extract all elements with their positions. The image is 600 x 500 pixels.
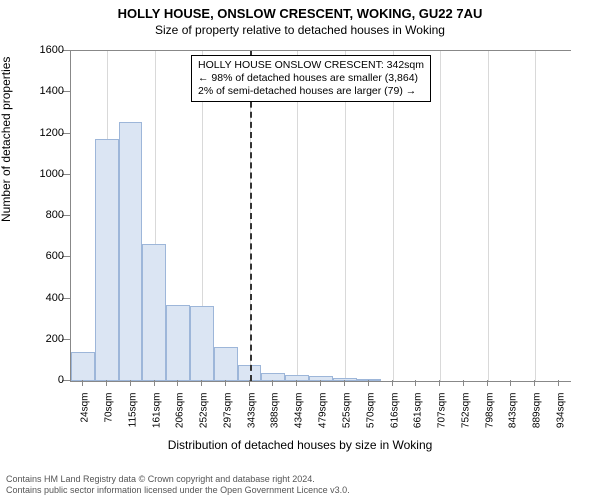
x-tick-label: 70sqm — [104, 393, 115, 443]
x-tick-label: 707sqm — [437, 393, 448, 443]
x-tick — [439, 380, 440, 386]
histogram-bar — [214, 347, 238, 381]
x-tick-label: 343sqm — [246, 393, 257, 443]
annotation-line: 2% of semi-detached houses are larger (7… — [198, 85, 424, 98]
x-tick-label: 661sqm — [413, 393, 424, 443]
y-tick-label: 1000 — [24, 168, 64, 180]
histogram-bar — [119, 122, 143, 381]
chart-container: HOLLY HOUSE, ONSLOW CRESCENT, WOKING, GU… — [0, 0, 600, 500]
x-tick-label: 434sqm — [294, 393, 305, 443]
x-tick-label: 616sqm — [389, 393, 400, 443]
y-tick-label: 1600 — [24, 44, 64, 56]
x-tick — [534, 380, 535, 386]
x-tick-label: 297sqm — [222, 393, 233, 443]
y-tick-label: 200 — [24, 333, 64, 345]
y-axis-label: Number of detached properties — [0, 57, 13, 222]
x-tick — [249, 380, 250, 386]
x-tick — [392, 380, 393, 386]
chart-title: HOLLY HOUSE, ONSLOW CRESCENT, WOKING, GU… — [0, 0, 600, 21]
x-tick — [463, 380, 464, 386]
y-tick-label: 1200 — [24, 127, 64, 139]
x-tick-label: 798sqm — [484, 393, 495, 443]
x-tick-label: 115sqm — [127, 393, 138, 443]
x-tick — [510, 380, 511, 386]
annotation-line: ← 98% of detached houses are smaller (3,… — [198, 72, 424, 85]
annotation-line: HOLLY HOUSE ONSLOW CRESCENT: 342sqm — [198, 59, 424, 72]
x-tick — [154, 380, 155, 386]
grid-line-vertical — [535, 51, 536, 381]
y-tick-label: 800 — [24, 209, 64, 221]
grid-line-vertical — [488, 51, 489, 381]
x-tick — [82, 380, 83, 386]
footer-line-1: Contains HM Land Registry data © Crown c… — [6, 474, 350, 485]
x-tick-label: 934sqm — [555, 393, 566, 443]
x-tick — [415, 380, 416, 386]
footer-attribution: Contains HM Land Registry data © Crown c… — [6, 474, 350, 496]
histogram-bar — [95, 139, 119, 381]
x-tick — [344, 380, 345, 386]
y-tick-label: 0 — [24, 374, 64, 386]
x-tick-label: 388sqm — [270, 393, 281, 443]
x-tick-label: 479sqm — [318, 393, 329, 443]
x-tick-label: 570sqm — [365, 393, 376, 443]
grid-line-vertical — [440, 51, 441, 381]
x-tick — [106, 380, 107, 386]
x-tick — [272, 380, 273, 386]
x-tick-label: 24sqm — [80, 393, 91, 443]
histogram-bar — [166, 305, 190, 381]
x-tick — [296, 380, 297, 386]
histogram-bar — [142, 244, 166, 381]
x-tick — [487, 380, 488, 386]
x-tick-label: 252sqm — [199, 393, 210, 443]
x-tick — [177, 380, 178, 386]
chart-subtitle: Size of property relative to detached ho… — [0, 21, 600, 37]
x-tick — [225, 380, 226, 386]
x-tick — [320, 380, 321, 386]
histogram-bar — [190, 306, 214, 381]
x-tick-label: 752sqm — [460, 393, 471, 443]
footer-line-2: Contains public sector information licen… — [6, 485, 350, 496]
y-tick-label: 400 — [24, 292, 64, 304]
x-tick — [558, 380, 559, 386]
x-tick — [368, 380, 369, 386]
histogram-bar — [357, 379, 381, 381]
histogram-bar — [71, 352, 95, 381]
x-tick-label: 161sqm — [151, 393, 162, 443]
x-tick-label: 206sqm — [175, 393, 186, 443]
x-tick-label: 889sqm — [532, 393, 543, 443]
annotation-box: HOLLY HOUSE ONSLOW CRESCENT: 342sqm← 98%… — [191, 55, 431, 102]
x-tick-label: 843sqm — [508, 393, 519, 443]
y-tick-label: 600 — [24, 250, 64, 262]
x-tick — [130, 380, 131, 386]
y-tick-label: 1400 — [24, 85, 64, 97]
x-tick — [201, 380, 202, 386]
x-tick-label: 525sqm — [342, 393, 353, 443]
plot-area: HOLLY HOUSE ONSLOW CRESCENT: 342sqm← 98%… — [70, 50, 571, 382]
